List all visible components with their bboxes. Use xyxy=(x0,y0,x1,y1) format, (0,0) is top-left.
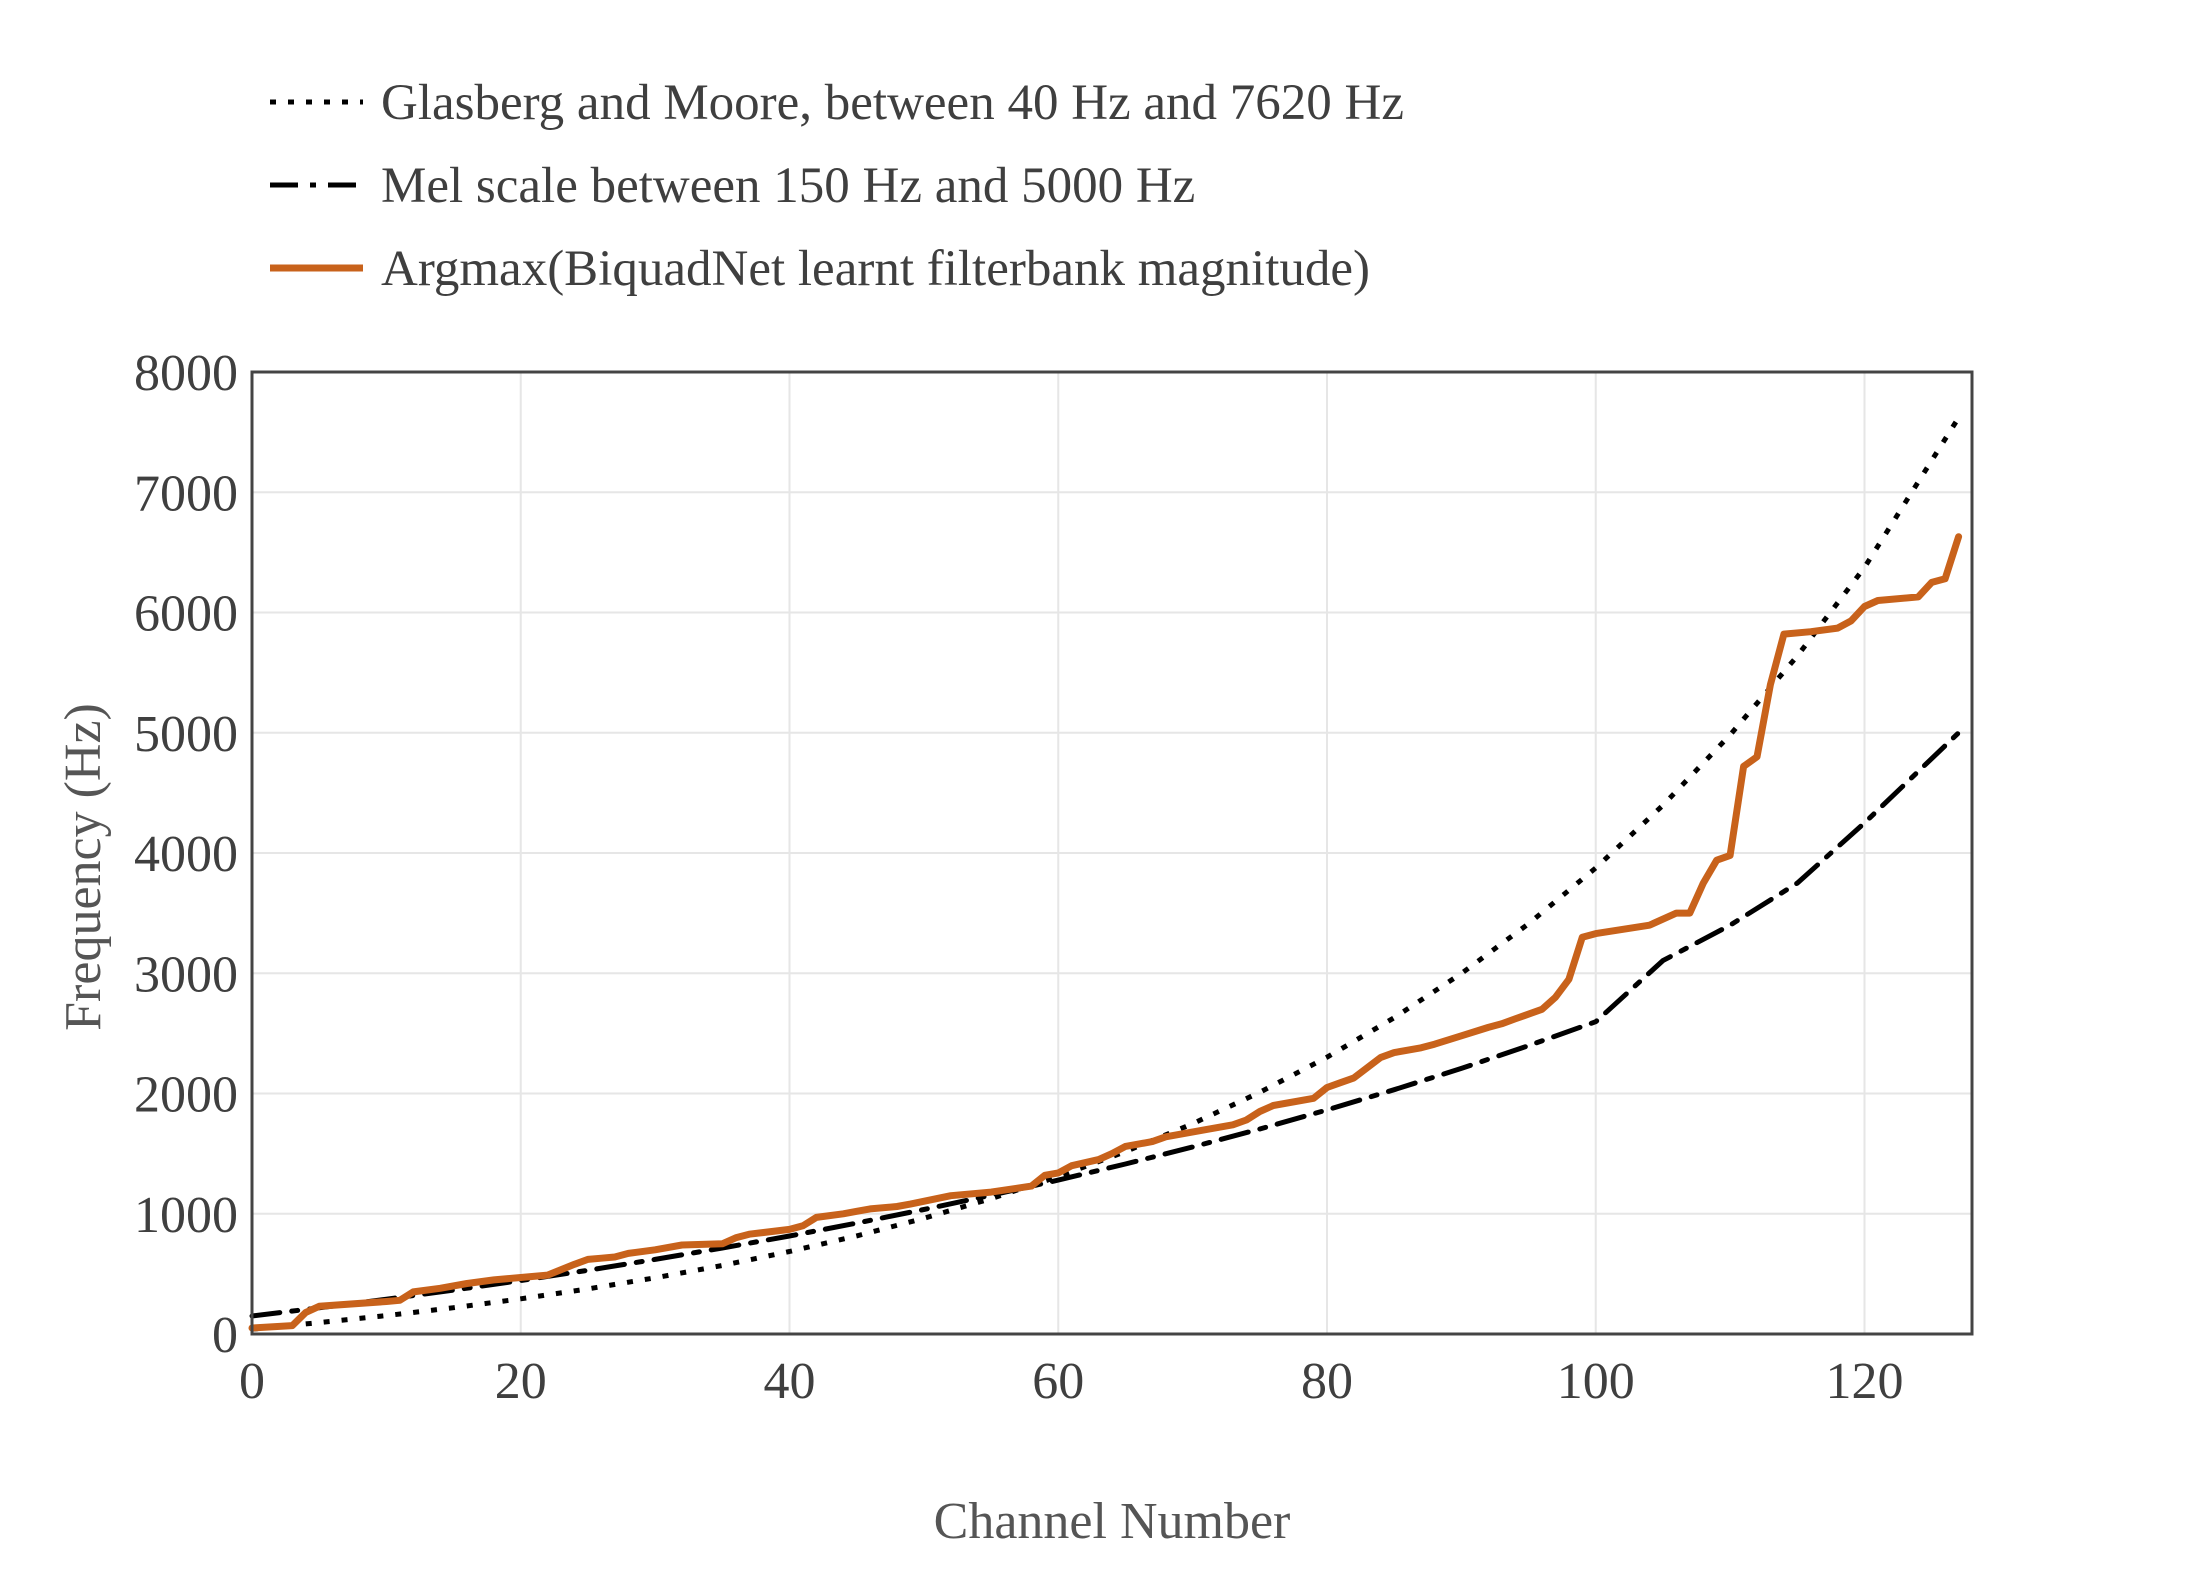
y-axis-ticks: 0 1000 2000 3000 4000 5000 6000 7000 8000 xyxy=(134,345,238,1364)
series-line-1 xyxy=(251,416,1961,1332)
legend-label: Mel scale between 150 Hz and 5000 Hz xyxy=(381,158,1195,214)
legend-label: Argmax(BiquadNet learnt filterbank magni… xyxy=(381,241,1370,297)
series-layer xyxy=(248,416,1963,1332)
legend-item-3: Argmax(BiquadNet learnt filterbank magni… xyxy=(270,241,1370,297)
x-axis-title: Channel Number xyxy=(934,1493,1291,1550)
legend-item-2: Mel scale between 150 Hz and 5000 Hz xyxy=(270,158,1195,214)
y-tick-label: 7000 xyxy=(134,465,238,522)
y-tick-label: 8000 xyxy=(134,345,238,402)
x-tick-label: 60 xyxy=(1032,1353,1084,1410)
x-tick-label: 20 xyxy=(495,1353,547,1410)
x-tick-label: 100 xyxy=(1557,1353,1635,1410)
x-tick-label: 80 xyxy=(1301,1353,1353,1410)
x-tick-label: 0 xyxy=(239,1353,265,1410)
plot-frame xyxy=(250,370,1974,1336)
series-line-3 xyxy=(248,533,1963,1332)
legend-item-1: Glasberg and Moore, between 40 Hz and 76… xyxy=(270,75,1404,131)
x-tick-label: 40 xyxy=(764,1353,816,1410)
y-tick-label: 5000 xyxy=(134,706,238,763)
y-tick-label: 6000 xyxy=(134,586,238,643)
x-tick-label: 120 xyxy=(1826,1353,1904,1410)
legend: Glasberg and Moore, between 40 Hz and 76… xyxy=(270,75,1404,297)
legend-label: Glasberg and Moore, between 40 Hz and 76… xyxy=(381,75,1404,131)
series-line-2 xyxy=(249,730,1962,1319)
y-axis-title: Frequency (Hz) xyxy=(55,703,112,1031)
y-tick-label: 3000 xyxy=(134,946,238,1003)
y-tick-label: 2000 xyxy=(134,1067,238,1124)
gridlines xyxy=(251,371,1972,1335)
y-tick-label: 0 xyxy=(212,1307,238,1364)
x-axis-ticks: 0 20 40 60 80 100 120 xyxy=(239,1353,1904,1410)
y-tick-label: 1000 xyxy=(134,1187,238,1244)
y-tick-label: 4000 xyxy=(134,826,238,883)
